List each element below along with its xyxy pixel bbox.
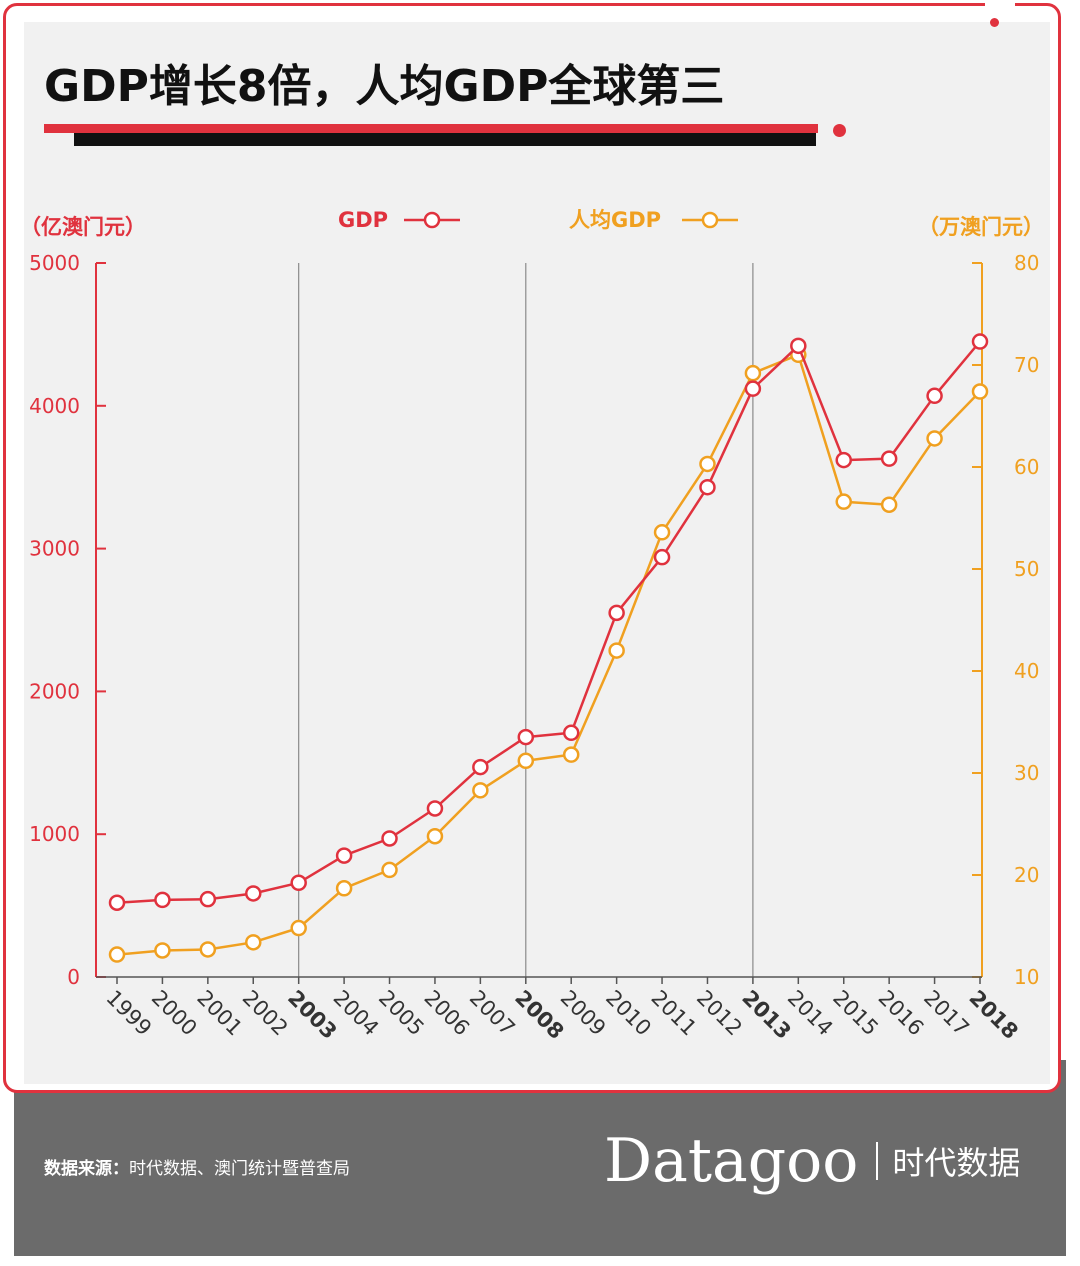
gdp-legend-marker — [423, 211, 441, 229]
x-axis-tick-label: 2003 — [283, 986, 341, 1044]
data-source: 数据来源：时代数据、澳门统计暨普查局 — [44, 1154, 350, 1179]
per-capita-gdp-point-2006 — [426, 827, 444, 845]
title-underline-black — [74, 132, 816, 146]
per-capita-gdp-point-2003 — [290, 919, 307, 937]
brand-logo: Datagoo 时代数据 — [604, 1126, 1020, 1196]
x-axis-tick-label: 1999 — [101, 986, 156, 1041]
gdp-point-2011 — [653, 548, 671, 566]
gdp-legend-label: GDP — [338, 208, 388, 232]
right-axis-unit: （万澳门元） — [918, 215, 1044, 239]
gdp-point-2000 — [154, 891, 171, 909]
per-capita-gdp-point-2007 — [472, 782, 489, 799]
left-axis-tick-label: 1000 — [29, 822, 80, 846]
title-underline-dot — [833, 124, 846, 137]
gdp-point-2016 — [880, 450, 898, 467]
right-axis-tick-label: 70 — [1014, 353, 1039, 377]
x-axis-tick-label: 2011 — [647, 986, 702, 1041]
left-axis-unit: （亿澳门元） — [20, 215, 146, 239]
gdp-point-2010 — [608, 604, 625, 622]
gdp-point-2004 — [335, 847, 353, 864]
chart-card — [3, 3, 1061, 1093]
left-axis-tick-label: 3000 — [29, 537, 80, 561]
gdp-point-2017 — [926, 387, 943, 405]
gdp-point-2005 — [381, 830, 398, 847]
x-axis-tick-label: 2005 — [374, 986, 429, 1041]
per-capita-gdp-point-2004 — [335, 880, 353, 897]
x-axis-tick-label: 2013 — [737, 986, 795, 1044]
left-axis-tick-label: 0 — [67, 965, 80, 989]
per-capita-gdp-point-2013 — [744, 364, 762, 382]
per-capita-gdp-point-2015 — [835, 493, 852, 510]
x-axis-tick-label: 2014 — [783, 986, 838, 1041]
chart-background — [24, 22, 1050, 1084]
x-axis-tick-label: 2010 — [601, 986, 656, 1041]
per-capita-gdp-point-2018 — [971, 383, 989, 400]
right-axis-tick-label: 10 — [1014, 965, 1039, 989]
right-axis-tick-label: 50 — [1014, 557, 1039, 581]
x-axis-tick-label: 2006 — [419, 986, 474, 1041]
x-axis-tick-label: 2000 — [147, 986, 202, 1041]
per-capita-gdp-point-2009 — [562, 746, 580, 763]
x-axis-tick-label: 2017 — [919, 986, 974, 1041]
per-capita-gdp-point-2010 — [608, 642, 625, 659]
gdp-point-2018 — [971, 333, 989, 350]
per-capita-gdp-point-2005 — [381, 861, 398, 879]
per-capita-gdp-line — [116, 353, 981, 956]
gdp-line-chart: 0 1000 2000 3000 4000 5000 （亿澳门元） 10 20 30 40 50 60 7… — [20, 208, 1044, 1044]
per-capita-gdp-point-2012 — [699, 455, 716, 473]
per-capita-gdp-legend-label: 人均GDP — [569, 208, 661, 232]
gdp-point-2013 — [744, 380, 762, 397]
frame-corner-gap — [985, 0, 1015, 8]
x-axis-tick-label: 2002 — [238, 986, 293, 1041]
per-capita-gdp-legend-marker — [701, 211, 719, 229]
gdp-point-2008 — [517, 728, 535, 746]
per-capita-gdp-point-2001 — [199, 941, 217, 958]
gdp-line — [116, 340, 981, 904]
x-axis-tick-label: 2008 — [510, 986, 568, 1044]
right-axis-tick-label: 60 — [1014, 455, 1039, 479]
left-axis-tick-label: 5000 — [29, 251, 80, 275]
frame-corner-dot — [990, 18, 999, 27]
gdp-point-2002 — [245, 885, 262, 902]
per-capita-gdp-point-2011 — [653, 524, 671, 541]
per-capita-gdp-point-2016 — [880, 496, 898, 513]
per-capita-gdp-point-2008 — [517, 752, 535, 770]
per-capita-gdp-point-2002 — [245, 934, 262, 951]
brand-separator — [876, 1142, 879, 1180]
per-capita-gdp-point-1999 — [108, 946, 126, 963]
x-axis-tick-label: 2007 — [465, 986, 520, 1041]
x-axis-tick-label: 2018 — [964, 986, 1022, 1044]
x-axis-tick-label: 2016 — [874, 986, 929, 1041]
gdp-point-2009 — [562, 724, 580, 742]
brand-name: Datagoo — [604, 1126, 859, 1196]
x-axis-tick-label: 2001 — [192, 986, 247, 1041]
right-axis-tick-label: 80 — [1014, 251, 1039, 275]
right-axis-tick-label: 20 — [1014, 863, 1039, 887]
per-capita-gdp-point-2000 — [154, 942, 171, 959]
title-underline-red — [44, 124, 818, 133]
x-axis-tick-label: 2004 — [329, 986, 384, 1041]
gdp-point-2003 — [290, 874, 307, 892]
data-source-label: 数据来源： — [44, 1159, 129, 1179]
left-axis-tick-label: 4000 — [29, 394, 80, 418]
x-axis-tick-label: 2009 — [556, 986, 611, 1041]
gdp-point-2012 — [699, 478, 716, 496]
gdp-point-1999 — [108, 894, 126, 911]
right-axis-tick-label: 40 — [1014, 659, 1039, 683]
x-axis-tick-label: 2015 — [828, 986, 883, 1041]
x-axis-tick-label: 2012 — [692, 986, 747, 1041]
left-axis-tick-label: 2000 — [29, 679, 80, 703]
brand-name-chinese: 时代数据 — [892, 1144, 1021, 1182]
gdp-point-2006 — [426, 800, 444, 817]
gdp-point-2014 — [790, 337, 807, 355]
per-capita-gdp-point-2017 — [926, 430, 943, 447]
right-axis-tick-label: 30 — [1014, 761, 1039, 785]
gdp-point-2001 — [199, 890, 217, 908]
page-title: GDP增长8倍，人均GDP全球第三 — [44, 61, 725, 112]
data-source-text: 时代数据、澳门统计暨普查局 — [129, 1159, 350, 1179]
gdp-point-2015 — [835, 451, 852, 469]
gdp-point-2007 — [472, 758, 489, 776]
